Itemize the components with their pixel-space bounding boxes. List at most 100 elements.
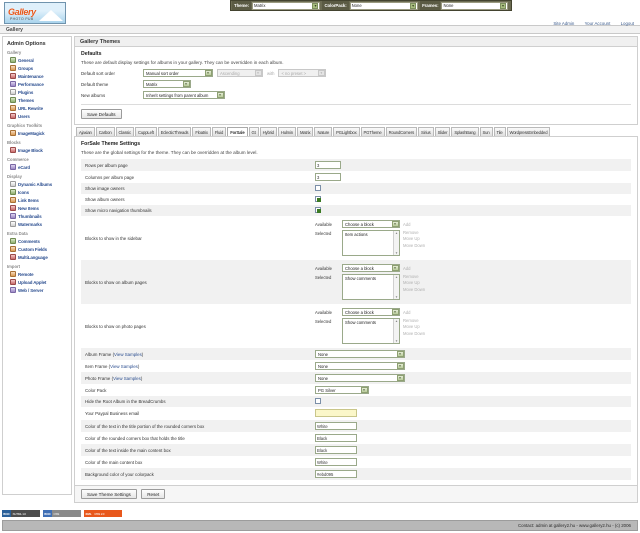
tab-sirius[interactable]: Sirius (418, 127, 434, 136)
validation-badge[interactable]: W3C CSS (43, 510, 81, 517)
tab-splashbang[interactable]: SplashBang (451, 127, 479, 136)
sidebar-item-link-items[interactable]: Link Items (5, 196, 69, 204)
site-admin-link[interactable]: Site Admin (553, 21, 575, 26)
sidebar-item-multilanguage[interactable]: MultiLanguage (5, 253, 69, 261)
colorpack-select[interactable]: PG Silver ▾ (315, 386, 369, 394)
logout-link[interactable]: Logout (620, 21, 634, 26)
tab-nature[interactable]: Nature (314, 127, 333, 136)
tab-pgtheme[interactable]: PGTheme (360, 127, 385, 136)
move-down-link[interactable]: Move Down (403, 242, 426, 248)
tab-sun[interactable]: Sun (479, 127, 493, 136)
available-select[interactable]: Choose a block ▾ (342, 308, 400, 316)
tab-floatrix[interactable]: Floatrix (192, 127, 211, 136)
breadcrumb[interactable]: Gallery (6, 27, 23, 33)
remove-block-link[interactable]: Remove (403, 230, 419, 235)
move-up-link[interactable]: Move Up (403, 324, 420, 330)
frame-select[interactable]: None ▾ (315, 350, 405, 358)
sidebar-item-users[interactable]: Users (5, 112, 69, 120)
available-select[interactable]: Choose a block ▾ (342, 264, 400, 272)
selected-block-item[interactable]: Show comments (345, 276, 376, 281)
checkbox[interactable] (315, 207, 321, 213)
available-select[interactable]: Choose a block ▾ (342, 220, 400, 228)
sidebar-item-new-items[interactable]: New Items (5, 204, 69, 212)
sidebar-item-general[interactable]: General (5, 56, 69, 64)
save-theme-settings-button[interactable]: Save Theme Settings (81, 489, 137, 499)
hide-root-checkbox[interactable] (315, 398, 321, 404)
save-defaults-button[interactable]: Save Defaults (81, 109, 122, 119)
number-input[interactable]: 3 (315, 173, 341, 181)
sidebar-item-image-block[interactable]: Image Block (5, 146, 69, 154)
tab-carbon[interactable]: Carbon (95, 127, 115, 136)
default-sort-order-select[interactable]: Manual sort order ▾ (143, 69, 213, 77)
selected-blocks-list[interactable]: Item actions ▴ ▾ (342, 230, 400, 256)
frame-select[interactable]: None ▾ (315, 362, 405, 370)
selected-blocks-list[interactable]: Show comments ▴ ▾ (342, 318, 400, 344)
sidebar-item-themes[interactable]: Themes (5, 96, 69, 104)
checkbox[interactable] (315, 196, 321, 202)
tab-pglightbox[interactable]: PGLightbox (333, 127, 360, 136)
move-up-link[interactable]: Move Up (403, 280, 420, 286)
default-theme-select[interactable]: Matrix ▾ (143, 80, 191, 88)
tab-slider[interactable]: Slider (434, 127, 451, 136)
selected-block-item[interactable]: Show comments (345, 320, 376, 325)
sidebar-item-dynamic-albums[interactable]: Dynamic Albums (5, 180, 69, 188)
sidebar-item-icons[interactable]: Icons (5, 188, 69, 196)
view-samples-link[interactable]: View Samples (110, 363, 138, 369)
gallery-logo[interactable]: Gallery PHOTO PUB (4, 2, 66, 24)
sidebar-item-thumbnails[interactable]: Thumbnails (5, 212, 69, 220)
tab-fluid[interactable]: Fluid (211, 127, 227, 136)
colorpack-selector[interactable]: None ▾ (349, 1, 419, 10)
color-input[interactable]: Black (315, 434, 357, 442)
sidebar-item-maintenance[interactable]: Maintenance (5, 72, 69, 80)
sidebar-item-web-server[interactable]: Web / Server (5, 286, 69, 294)
sidebar-item-watermarks[interactable]: Watermarks (5, 220, 69, 228)
move-up-link[interactable]: Move Up (403, 236, 420, 242)
view-samples-link[interactable]: View Samples (113, 375, 141, 381)
number-input[interactable]: 3 (315, 161, 341, 169)
tab-matrix[interactable]: Matrix (296, 127, 314, 136)
tab-classic[interactable]: Classic (115, 127, 134, 136)
move-down-link[interactable]: Move Down (403, 286, 426, 292)
tab-roundcorners[interactable]: RoundCorners (385, 127, 418, 136)
selected-block-item[interactable]: Item actions (345, 232, 368, 237)
reset-button[interactable]: Reset (141, 489, 166, 499)
move-down-link[interactable]: Move Down (403, 330, 426, 336)
sidebar-item-remote[interactable]: Remote (5, 270, 69, 278)
tab-hybrid[interactable]: Hybrid (259, 127, 277, 136)
color-input[interactable]: White (315, 458, 357, 466)
scrollbar[interactable]: ▴ ▾ (393, 275, 399, 299)
paypal-email-input[interactable] (315, 409, 357, 417)
add-block-link[interactable]: Add (403, 221, 411, 227)
validation-badge[interactable]: W3C XHTML 1.0 (2, 510, 40, 517)
tab-cuppleft[interactable]: CuppLeft (134, 127, 157, 136)
sidebar-item-imagemagick[interactable]: ImageMagick (5, 129, 69, 137)
sidebar-item-performance[interactable]: Performance (5, 80, 69, 88)
validation-badge[interactable]: XML RSS 2.0 (84, 510, 122, 517)
sidebar-item-comments[interactable]: Comments (5, 237, 69, 245)
checkbox[interactable] (315, 185, 321, 191)
sidebar-item-plugins[interactable]: Plugins (5, 88, 69, 96)
color-input[interactable]: Black (315, 446, 357, 454)
color-input[interactable]: White (315, 422, 357, 430)
tab-forsale[interactable]: ForSale (227, 127, 248, 136)
selected-blocks-list[interactable]: Show comments ▴ ▾ (342, 274, 400, 300)
new-albums-select[interactable]: Inherit settings from parent album ▾ (143, 91, 225, 99)
your-account-link[interactable]: Your Account (584, 21, 611, 26)
tab-hulmin[interactable]: Hulmin (277, 127, 296, 136)
sidebar-item-url-rewrite[interactable]: URL Rewrite (5, 104, 69, 112)
sidebar-item-upload-applet[interactable]: Upload Applet (5, 278, 69, 286)
view-samples-link[interactable]: View Samples (114, 351, 142, 357)
sidebar-item-custom-fields[interactable]: Custom Fields (5, 245, 69, 253)
frame-select[interactable]: None ▾ (315, 374, 405, 382)
add-block-link[interactable]: Add (403, 265, 411, 271)
tab-tile[interactable]: Tile (493, 127, 506, 136)
sidebar-item-groups[interactable]: Groups (5, 64, 69, 72)
tab-ajaxian[interactable]: Ajaxian (76, 127, 95, 136)
theme-selector[interactable]: Matrix ▾ (252, 1, 321, 10)
tab-gt[interactable]: Gt (248, 127, 259, 136)
scrollbar[interactable]: ▴ ▾ (393, 319, 399, 343)
remove-block-link[interactable]: Remove (403, 274, 419, 279)
add-block-link[interactable]: Add (403, 309, 411, 315)
sidebar-item-ecard[interactable]: eCard (5, 163, 69, 171)
frames-selector[interactable]: None ▾ (441, 1, 508, 10)
